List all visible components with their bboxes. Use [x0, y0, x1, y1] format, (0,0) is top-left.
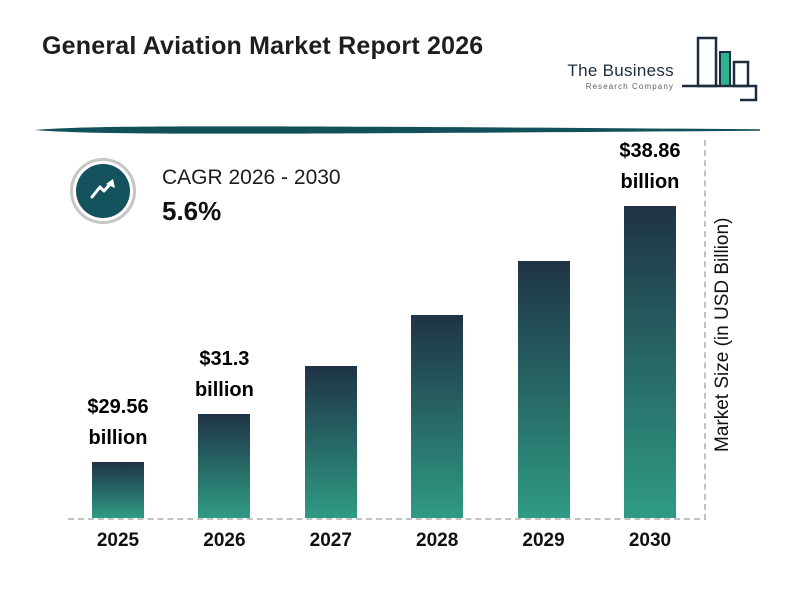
bar-value-label: $29.56 billion [87, 396, 149, 449]
bar-column-2030: $38.86 billion [600, 136, 700, 518]
cagr-texts: CAGR 2026 - 2030 5.6% [162, 158, 341, 227]
logo-text: The Business Research Company [567, 61, 674, 109]
page-title: General Aviation Market Report 2026 [42, 32, 484, 60]
bar-column-2025: $29.56 billion [68, 392, 168, 518]
bar-chart: $29.56 billion $31.3 billion $38.86 billion [68, 140, 700, 520]
logo-bars-icon [680, 34, 758, 109]
cagr-value: 5.6% [162, 196, 222, 226]
x-axis-label-2029: 2029 [522, 530, 565, 551]
cagr-badge [70, 158, 136, 224]
bar-2029 [517, 261, 570, 518]
right-axis-line [704, 140, 706, 520]
cagr-label: CAGR 2026 - 2030 [162, 166, 341, 189]
bar-column-2028 [387, 315, 487, 518]
x-axis-label-2027: 2027 [309, 530, 352, 551]
x-axis-label-2030: 2030 [628, 530, 672, 551]
trend-up-icon [76, 164, 130, 218]
bar-2027 [304, 366, 357, 518]
x-axis-label-2025: 2025 [96, 530, 140, 551]
bar-value-label: $31.3 billion [194, 348, 254, 401]
company-logo: The Business Research Company [567, 34, 758, 109]
bar-column-2029 [494, 261, 594, 518]
x-axis-label-2026: 2026 [203, 530, 246, 551]
header-divider [34, 122, 760, 134]
bar-2026 [198, 414, 251, 518]
x-axis: 2025 2026 2027 2028 2029 2030 [68, 530, 700, 552]
bar-2030 [623, 206, 676, 518]
y-axis-label: Market Size (in USD Billion) [712, 217, 733, 453]
bar-value-label: $38.86 billion [619, 140, 681, 193]
logo-name: The Business [567, 61, 674, 80]
bar-column-2027 [281, 366, 381, 518]
bar-2025 [92, 462, 144, 518]
x-axis-label-2028: 2028 [416, 530, 459, 551]
bar-column-2026: $31.3 billion [174, 344, 274, 518]
bar-2028 [411, 315, 464, 518]
cagr-block: CAGR 2026 - 2030 5.6% [70, 158, 341, 227]
logo-subtitle: Research Company [585, 82, 674, 91]
